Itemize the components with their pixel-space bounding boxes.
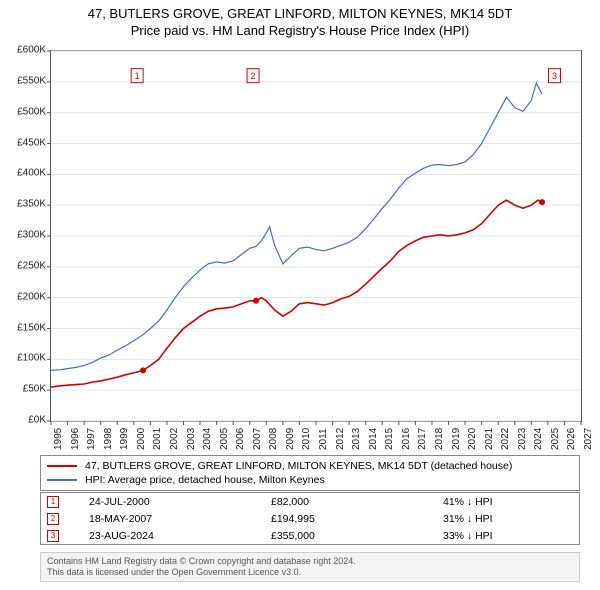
- x-tick-label: 2025: [550, 428, 561, 450]
- y-tick-label: £600K: [17, 45, 46, 56]
- row-price: £194,995: [265, 510, 437, 527]
- y-axis-labels: £0K£50K£100K£150K£200K£250K£300K£350K£40…: [0, 50, 48, 420]
- x-tick-label: 2009: [285, 428, 296, 450]
- chart-title: 47, BUTLERS GROVE, GREAT LINFORD, MILTON…: [0, 0, 600, 40]
- attribution-footer: Contains HM Land Registry data © Crown c…: [40, 552, 580, 582]
- y-tick-label: £0K: [28, 415, 46, 426]
- x-tick-label: 2003: [186, 428, 197, 450]
- legend-label: HPI: Average price, detached house, Milt…: [85, 474, 325, 486]
- row-price: £355,000: [265, 527, 437, 545]
- x-tick-label: 2014: [368, 428, 379, 450]
- table-row: 1 24-JUL-2000£82,00041% ↓ HPI: [41, 493, 580, 511]
- footer-line-2: This data is licensed under the Open Gov…: [47, 567, 573, 578]
- y-tick-label: £100K: [17, 353, 46, 364]
- table-row: 2 18-MAY-2007£194,99531% ↓ HPI: [41, 510, 580, 527]
- title-line-2: Price paid vs. HM Land Registry's House …: [0, 23, 600, 40]
- row-date: 18-MAY-2007: [83, 510, 265, 527]
- row-hpi-delta: 41% ↓ HPI: [437, 493, 580, 511]
- title-line-1: 47, BUTLERS GROVE, GREAT LINFORD, MILTON…: [0, 6, 600, 23]
- x-tick-label: 1998: [103, 428, 114, 450]
- legend-label: 47, BUTLERS GROVE, GREAT LINFORD, MILTON…: [85, 460, 512, 472]
- plot-area: 1 2 3: [50, 50, 582, 422]
- row-marker-2: 2: [47, 513, 59, 525]
- legend-row-hpi: HPI: Average price, detached house, Milt…: [47, 473, 573, 487]
- y-tick-label: £500K: [17, 106, 46, 117]
- x-tick-label: 2010: [301, 428, 312, 450]
- row-price: £82,000: [265, 493, 437, 511]
- x-tick-label: 2006: [235, 428, 246, 450]
- x-tick-label: 2024: [533, 428, 544, 450]
- y-tick-label: £150K: [17, 322, 46, 333]
- x-tick-label: 2020: [467, 428, 478, 450]
- x-tick-label: 2015: [384, 428, 395, 450]
- x-tick-label: 2005: [219, 428, 230, 450]
- sale-point-2: [253, 298, 259, 304]
- y-tick-label: £200K: [17, 291, 46, 302]
- legend-box: 47, BUTLERS GROVE, GREAT LINFORD, MILTON…: [40, 455, 580, 491]
- x-tick-label: 1995: [53, 428, 64, 450]
- y-tick-label: £300K: [17, 230, 46, 241]
- y-tick-label: £400K: [17, 168, 46, 179]
- series-hpi: [51, 83, 542, 370]
- y-tick-label: £250K: [17, 260, 46, 271]
- legend-swatch: [47, 479, 77, 481]
- chart-container: 47, BUTLERS GROVE, GREAT LINFORD, MILTON…: [0, 0, 600, 590]
- x-tick-label: 1996: [70, 428, 81, 450]
- y-tick-label: £450K: [17, 137, 46, 148]
- row-marker-3: 3: [47, 530, 59, 542]
- table-row: 3 23-AUG-2024£355,00033% ↓ HPI: [41, 527, 580, 545]
- sales-data-table: 1 24-JUL-2000£82,00041% ↓ HPI 2 18-MAY-2007…: [40, 492, 580, 545]
- x-tick-label: 2027: [583, 428, 594, 450]
- x-tick-label: 2002: [169, 428, 180, 450]
- annotation-num-1: 1: [135, 71, 140, 81]
- x-tick-label: 2013: [351, 428, 362, 450]
- x-tick-label: 2008: [268, 428, 279, 450]
- sale-point-3: [539, 199, 545, 205]
- y-tick-label: £550K: [17, 75, 46, 86]
- row-hpi-delta: 31% ↓ HPI: [437, 510, 580, 527]
- x-tick-label: 2026: [566, 428, 577, 450]
- x-tick-label: 2023: [517, 428, 528, 450]
- x-tick-label: 2011: [318, 428, 329, 450]
- row-hpi-delta: 33% ↓ HPI: [437, 527, 580, 545]
- y-tick-label: £50K: [23, 384, 46, 395]
- x-tick-label: 1999: [119, 428, 130, 450]
- chart-svg: 1 2 3: [51, 51, 581, 421]
- x-tick-label: 2016: [401, 428, 412, 450]
- x-tick-label: 2021: [484, 428, 495, 450]
- x-tick-label: 2000: [136, 428, 147, 450]
- x-tick-label: 2017: [417, 428, 428, 450]
- footer-line-1: Contains HM Land Registry data © Crown c…: [47, 556, 573, 567]
- x-tick-label: 1997: [86, 428, 97, 450]
- annotation-num-3: 3: [552, 71, 557, 81]
- x-tick-label: 2022: [500, 428, 511, 450]
- x-tick-label: 2007: [252, 428, 263, 450]
- x-tick-label: 2012: [335, 428, 346, 450]
- sale-point-1: [140, 367, 146, 373]
- row-date: 24-JUL-2000: [83, 493, 265, 511]
- x-tick-label: 2004: [202, 428, 213, 450]
- x-tick-label: 2019: [451, 428, 462, 450]
- y-tick-label: £350K: [17, 199, 46, 210]
- x-tick-label: 2018: [434, 428, 445, 450]
- x-tick-label: 2001: [152, 428, 163, 450]
- annotation-num-2: 2: [251, 71, 256, 81]
- row-date: 23-AUG-2024: [83, 527, 265, 545]
- legend-swatch: [47, 465, 77, 467]
- legend-row-price_paid: 47, BUTLERS GROVE, GREAT LINFORD, MILTON…: [47, 459, 573, 473]
- row-marker-1: 1: [47, 496, 59, 508]
